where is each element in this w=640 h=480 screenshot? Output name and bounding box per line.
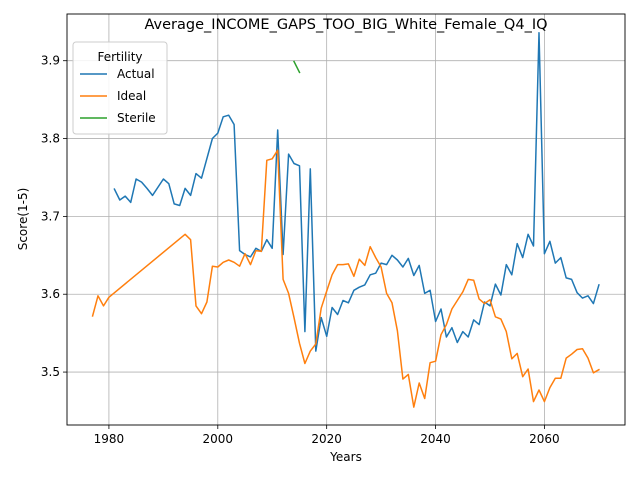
y-axis-label: Score(1-5) [16,188,30,251]
series-line-actual [113,31,600,352]
grid [67,14,625,425]
legend-item-ideal: Ideal [80,89,146,103]
y-tick-label: 3.9 [41,54,60,68]
legend-item-sterile: Sterile [80,111,156,125]
legend: Fertility Actual Ideal Sterile [72,41,168,135]
x-axis-label: Years [329,450,362,464]
legend-item-actual: Actual [80,67,155,81]
x-tick-label: 2040 [420,432,451,446]
legend-label: Sterile [117,111,156,125]
x-tick-label: 2000 [203,432,234,446]
y-tick-label: 3.5 [41,365,60,379]
series-layer [91,31,600,408]
x-tick-label: 2060 [529,432,560,446]
y-tick-label: 3.8 [41,132,60,146]
x-tick-label: 1980 [94,432,125,446]
x-tick-label: 2020 [311,432,342,446]
legend-box [72,41,168,135]
legend-label: Ideal [117,89,146,103]
legend-title: Fertility [97,50,142,64]
series-line-ideal [91,149,600,408]
y-ticks: 3.5 3.6 3.7 3.8 3.9 [41,54,67,379]
plot-frame [66,13,626,426]
legend-label: Actual [117,67,155,81]
series-line-sterile [292,60,301,74]
x-ticks: 1980 2000 2020 2040 2060 [94,425,560,446]
y-tick-label: 3.7 [41,209,60,223]
y-tick-label: 3.6 [41,287,60,301]
chart-title: Average_INCOME_GAPS_TOO_BIG_White_Female… [144,17,547,33]
legend-items: Actual Ideal Sterile [80,67,156,125]
